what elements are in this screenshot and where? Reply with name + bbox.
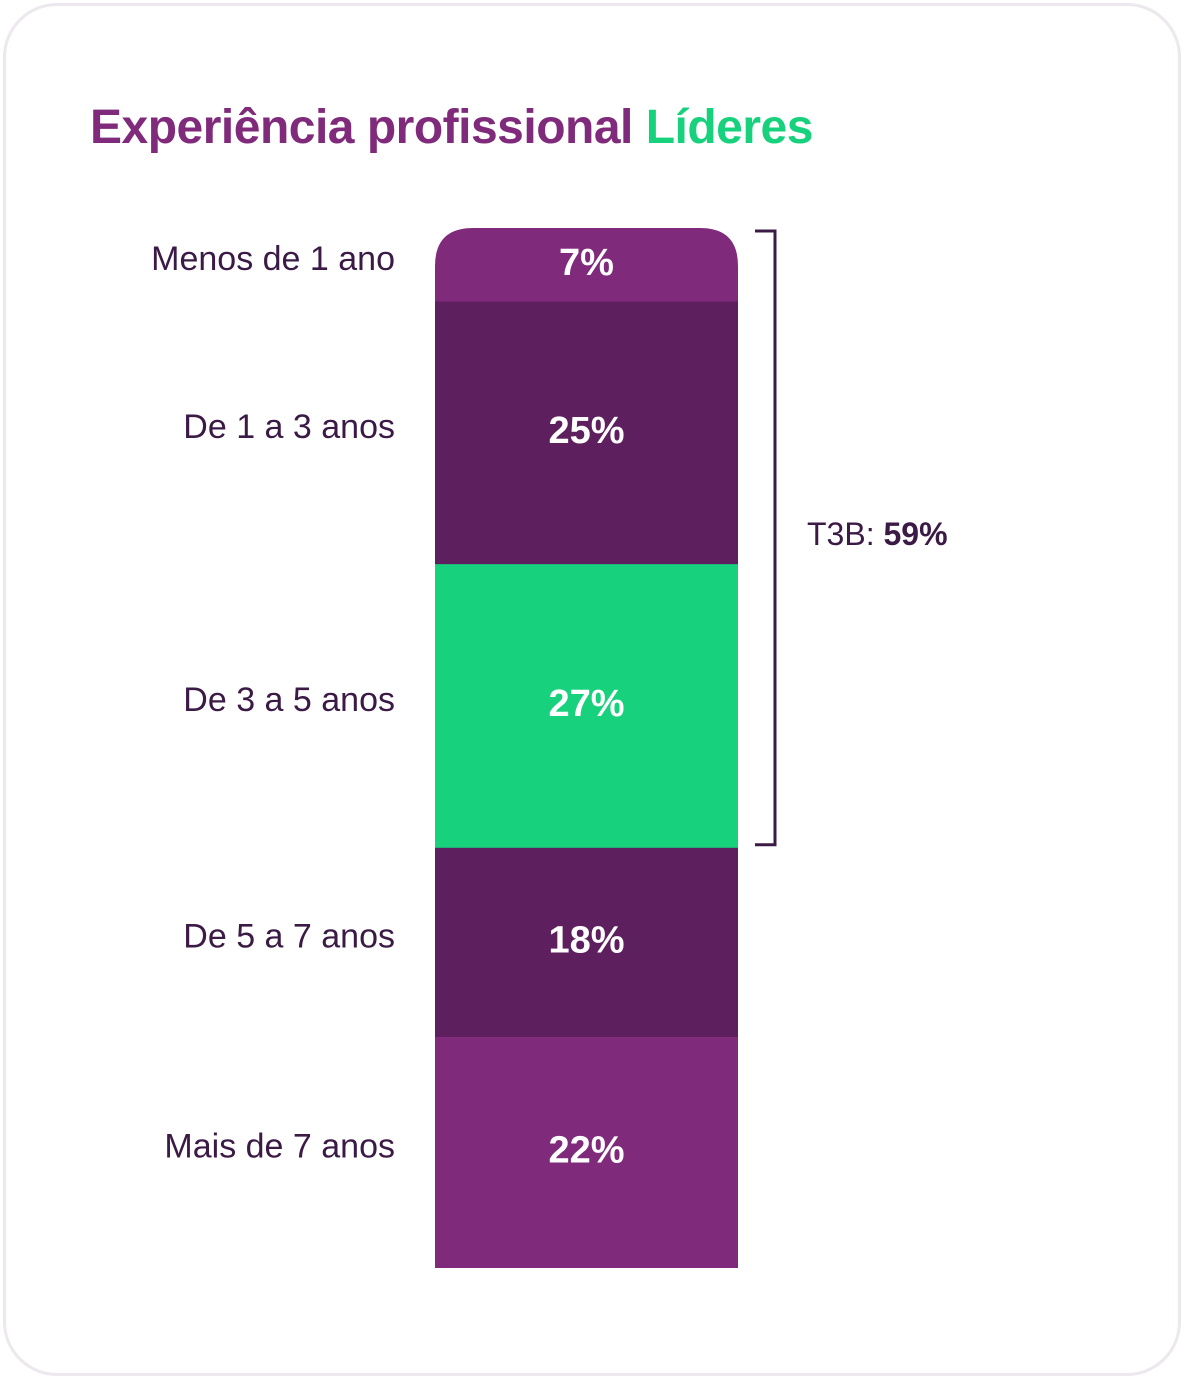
t3b-bracket — [755, 229, 777, 847]
category-labels: Menos de 1 ano De 1 a 3 anos De 3 a 5 anos… — [151, 240, 395, 1166]
value-label: 18% — [548, 919, 624, 961]
value-label: 22% — [548, 1129, 624, 1171]
category-label: De 3 a 5 anos — [183, 681, 395, 719]
bar-segment — [435, 847, 738, 1038]
chart-title: Experiência profissional Líderes — [90, 100, 813, 155]
bar-segment — [435, 564, 738, 849]
t3b-value: 59% — [883, 516, 947, 552]
category-label: De 5 a 7 anos — [183, 917, 395, 955]
title-highlight: Líderes — [645, 101, 814, 154]
bar-segment — [435, 228, 738, 303]
bar-segment — [435, 1036, 738, 1268]
value-label: 25% — [548, 410, 624, 452]
value-label: 7% — [559, 242, 614, 284]
bar-segment — [435, 301, 738, 565]
value-label: 27% — [548, 683, 624, 725]
category-label: Mais de 7 anos — [164, 1127, 395, 1165]
bar-segments — [435, 228, 738, 1268]
value-labels: 7% 25% 27% 18% 22% — [548, 242, 624, 1172]
t3b-label: T3B: — [807, 516, 875, 552]
title-main: Experiência profissional — [90, 101, 633, 154]
t3b-annotation: T3B: 59% — [807, 516, 948, 552]
category-label: Menos de 1 ano — [151, 240, 395, 278]
category-label: De 1 a 3 anos — [183, 408, 395, 446]
